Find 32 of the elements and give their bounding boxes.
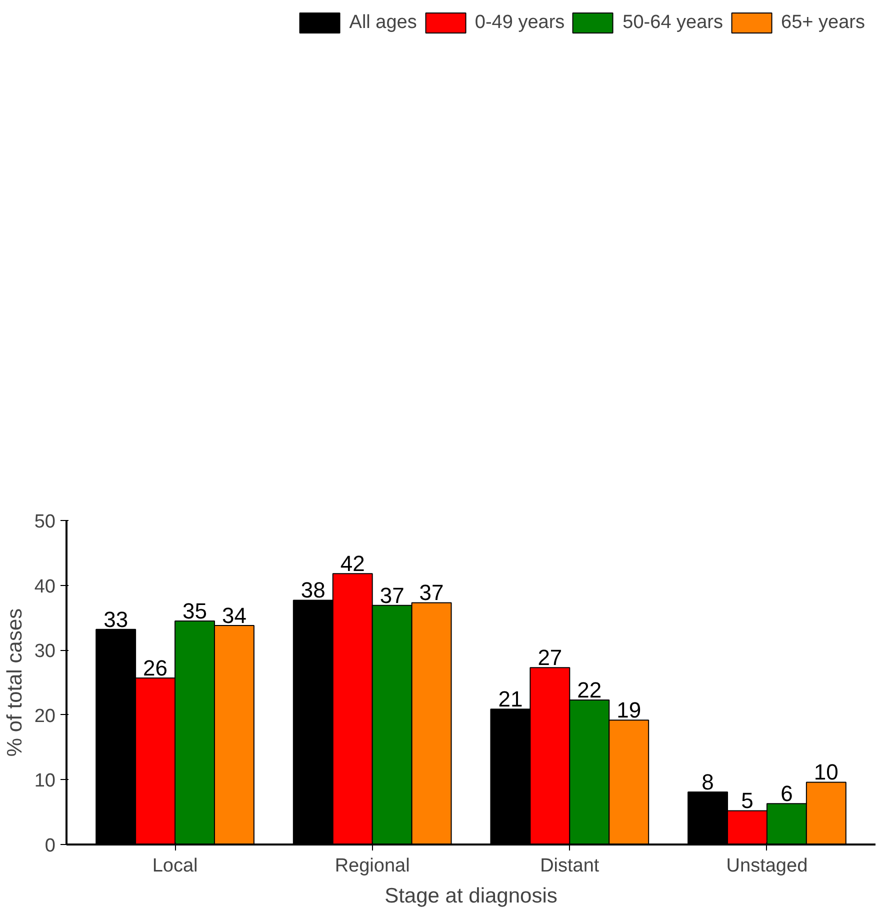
data-label: 8	[702, 769, 714, 794]
data-label: 5	[741, 788, 754, 814]
data-label: 37	[380, 582, 404, 608]
y-tick-label: 30	[34, 641, 56, 662]
y-tick-label: 50	[34, 512, 56, 532]
data-label: 42	[340, 551, 365, 576]
y-tick-label: 40	[34, 576, 56, 598]
data-label: 27	[538, 645, 562, 670]
x-tick-label: Regional	[334, 856, 410, 876]
y-tick-label: 20	[34, 706, 56, 727]
data-label: 21	[498, 686, 523, 712]
data-label: 22	[577, 677, 602, 702]
data-label: 34	[222, 602, 246, 628]
legend-label: 50-64 years	[622, 12, 724, 34]
data-label: 37	[419, 580, 444, 606]
y-tick-label: 10	[34, 770, 56, 792]
y-axis-title: % of total cases	[3, 608, 26, 757]
x-axis-title: Stage at diagnosis	[384, 884, 558, 908]
data-label: 38	[300, 578, 326, 603]
data-label: 10	[814, 760, 838, 785]
x-tick-label: Distant	[540, 856, 600, 876]
x-tick-label: Local	[152, 856, 198, 876]
data-label: 6	[780, 781, 793, 806]
data-label: 35	[182, 598, 208, 624]
data-label: 26	[143, 655, 168, 680]
y-tick-label: 0	[44, 836, 56, 856]
legend-label: All ages	[349, 12, 417, 34]
legend-label: 0-49 years	[474, 12, 565, 34]
data-label: 19	[616, 697, 642, 722]
x-tick-label: Unstaged	[726, 856, 808, 876]
legend-label: 65+ years	[781, 12, 865, 34]
data-label: 33	[104, 606, 128, 632]
